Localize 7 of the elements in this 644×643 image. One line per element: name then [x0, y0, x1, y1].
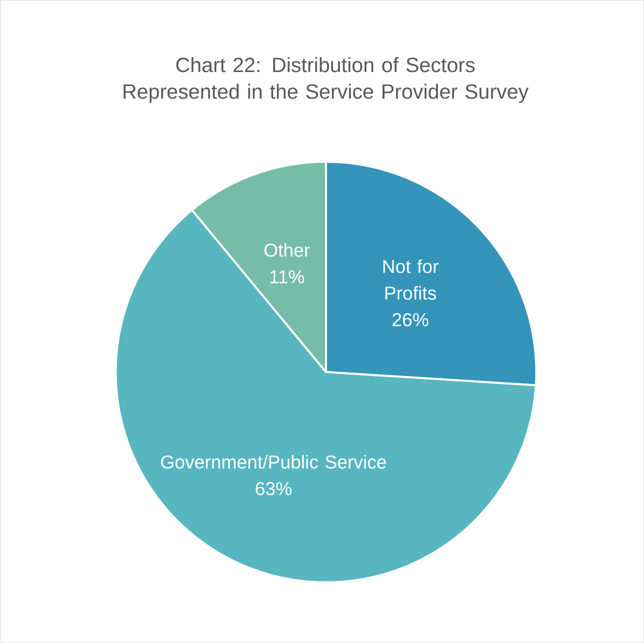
data-label: 63%	[256, 482, 292, 496]
data-label: 26%	[392, 313, 428, 326]
slice-label: Not for Profits	[383, 259, 438, 300]
data-label: 11%	[270, 270, 304, 284]
slice-label: Government/Public Service	[161, 454, 386, 469]
chart-title: Chart 22: Distribution of Sectors Represented in the Service Provider Survey	[124, 57, 529, 103]
slice-label: Other	[264, 243, 310, 257]
